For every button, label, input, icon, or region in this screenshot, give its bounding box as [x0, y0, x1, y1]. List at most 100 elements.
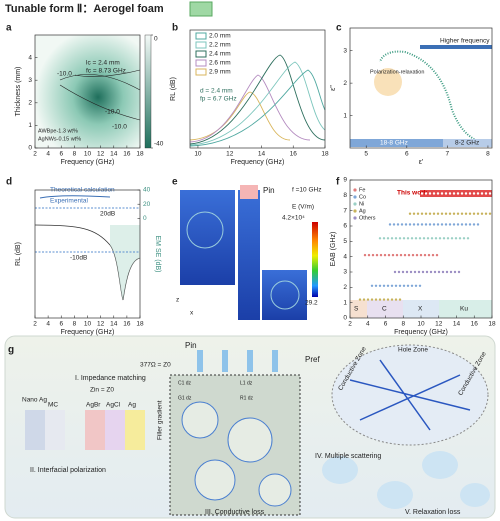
contour-label: -10.0: [112, 124, 127, 131]
label: Hole Zone: [398, 347, 428, 354]
curve: [189, 61, 326, 146]
legend-label: Ag: [359, 208, 366, 214]
colorbar-label: -40: [154, 141, 164, 148]
y-tick-label: 1: [28, 122, 32, 129]
contour-label: -10.0: [105, 109, 120, 116]
x-tick-label: 14: [110, 321, 118, 328]
this-work-arrow: [420, 190, 492, 197]
label: f =10 GHz: [292, 187, 321, 194]
legend-label: 2.6 mm: [209, 60, 231, 67]
dot: [460, 212, 464, 215]
dot: [432, 223, 436, 226]
field-map: [180, 190, 235, 285]
dot: [448, 192, 452, 195]
dot: [382, 284, 386, 287]
y-tick-label: 3: [343, 47, 347, 54]
y2-axis-label: EM SE (dB): [154, 236, 161, 273]
band: [367, 300, 403, 318]
x-tick-label: 6: [405, 151, 409, 158]
axis-tag: x: [190, 310, 194, 317]
dot: [414, 237, 418, 240]
pore: [227, 417, 273, 463]
dot: [432, 212, 436, 215]
dot: [378, 298, 382, 301]
dot: [480, 192, 484, 195]
dot: [457, 270, 461, 274]
dot: [362, 298, 366, 301]
x-tick-label: 4: [46, 151, 50, 158]
dot: [472, 192, 476, 195]
x-tick-label: 12: [97, 321, 105, 328]
dot: [370, 298, 374, 301]
x-tick-label: 18: [136, 321, 144, 328]
panel-label: c: [336, 23, 342, 34]
label: 29.2: [305, 300, 318, 307]
label: 4.2×10⁴: [282, 215, 305, 222]
panel-label: e: [172, 177, 178, 188]
dot: [421, 270, 425, 274]
annotation: This work: [397, 190, 428, 197]
dot: [374, 298, 378, 301]
field-map: [238, 190, 260, 320]
band-label: 18-8 GHz: [380, 140, 408, 147]
y-tick-label: 2: [343, 80, 347, 87]
dot: [374, 284, 378, 287]
dot: [437, 270, 441, 274]
x-tick-label: 8: [401, 321, 405, 328]
dot: [370, 284, 374, 287]
dot: [468, 192, 472, 195]
dot: [450, 237, 454, 240]
dots: [358, 192, 492, 301]
dot: [440, 223, 444, 226]
y-tick-label: 2: [28, 100, 32, 107]
legend-label: 2.0 mm: [209, 33, 231, 40]
dot: [402, 237, 406, 240]
y-tick-label: 7: [343, 207, 347, 214]
dot: [403, 253, 407, 257]
mechanism: I. Impedance matching: [75, 375, 146, 382]
dot: [436, 192, 440, 195]
plot-frame: [189, 29, 326, 149]
dot: [418, 237, 422, 240]
legend-swatch: [195, 68, 207, 76]
x-tick-label: 8: [73, 151, 77, 158]
x-tick-label: 10: [417, 321, 425, 328]
curve: [189, 69, 326, 147]
x-tick-label: 6: [59, 151, 63, 158]
figure-title: Tunable form Ⅱ：Aerogel foam: [5, 3, 164, 15]
dot: [423, 253, 427, 257]
network: [349, 359, 471, 431]
x-tick-label: 16: [471, 321, 479, 328]
pore: [258, 473, 292, 507]
mechanism: IV. Multiple scattering: [315, 453, 381, 460]
dot: [405, 270, 409, 274]
y-tick-label: 9: [343, 177, 347, 184]
dot: [456, 212, 460, 215]
y-tick-label: 8: [343, 192, 347, 199]
dot: [398, 237, 402, 240]
dot: [448, 212, 452, 215]
label: Zin = Z0: [90, 387, 114, 394]
x-tick-label: 18: [136, 151, 144, 158]
legend-label: 2.4 mm: [209, 51, 231, 58]
legend-marker: [353, 209, 357, 213]
dot: [424, 192, 428, 195]
dot: [456, 223, 460, 226]
dot: [406, 237, 410, 240]
band: [443, 139, 492, 147]
label: Pin: [263, 186, 275, 195]
mechanism: V. Relaxation loss: [405, 509, 461, 516]
dot: [375, 253, 379, 257]
dot: [432, 192, 436, 195]
layer: [105, 410, 125, 450]
dot: [427, 253, 431, 257]
legend-marker: [353, 216, 357, 220]
dot: [390, 298, 394, 301]
y-tick-label: 3: [343, 269, 347, 276]
y-axis-label: EAB (GHz): [330, 232, 337, 267]
x-tick-label: 14: [258, 151, 266, 158]
contour-label: -10.0: [57, 71, 72, 78]
cell: [460, 483, 490, 507]
dot: [428, 192, 432, 195]
dot: [392, 223, 396, 226]
